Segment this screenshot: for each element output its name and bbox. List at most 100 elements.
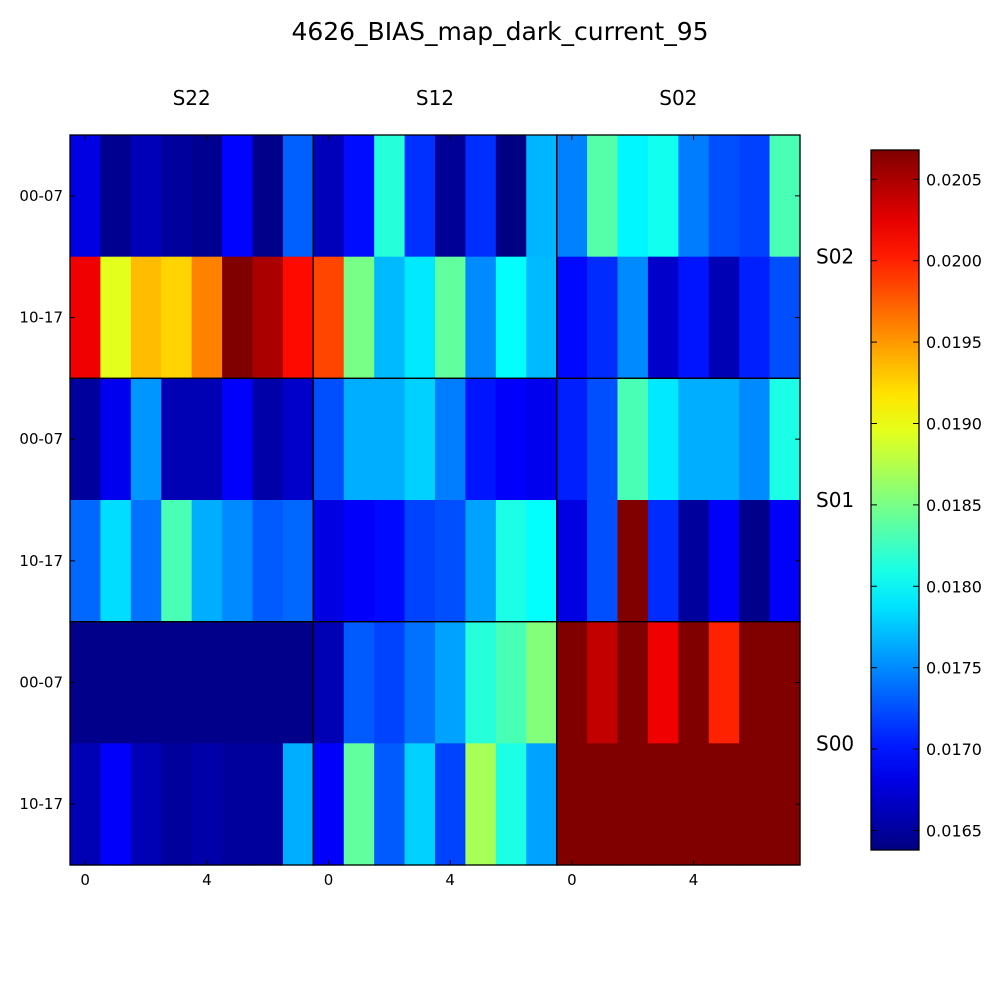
heatmap-cell — [374, 135, 406, 258]
heatmap-cell — [404, 743, 436, 866]
heatmap-cell — [435, 500, 467, 623]
heatmap-cell — [313, 378, 345, 501]
heatmap-cell — [435, 378, 467, 501]
heatmap-cell — [587, 135, 619, 258]
heatmap-cell — [617, 135, 649, 258]
panel-labels: S22 S12 S02 S02 S01 S00 — [173, 86, 855, 755]
heatmap-cell — [252, 256, 284, 379]
heatmap-cell — [130, 621, 162, 744]
heatmap-cell — [130, 135, 162, 258]
heatmap-cell — [252, 135, 284, 258]
heatmap-cell — [587, 621, 619, 744]
heatmap-cell — [70, 500, 102, 623]
heatmap-cell — [374, 256, 406, 379]
heatmap-cell — [70, 256, 102, 379]
heatmap-cell — [465, 378, 497, 501]
heatmap-cell — [252, 500, 284, 623]
heatmap-cell — [191, 500, 223, 623]
heatmap-cell — [678, 256, 710, 379]
heatmap-cell — [526, 500, 558, 623]
heatmap-cell — [70, 135, 102, 258]
heatmap-cell — [587, 500, 619, 623]
heatmap-cell — [678, 500, 710, 623]
heatmap-cell — [739, 378, 771, 501]
heatmap-cell — [343, 378, 375, 501]
heatmap-cell — [70, 621, 102, 744]
heatmap-cell — [282, 621, 314, 744]
heatmap-cell — [739, 621, 771, 744]
heatmap-cell — [587, 743, 619, 866]
heatmap-cell — [404, 135, 436, 258]
row-tick-label: 00-07 — [19, 674, 63, 692]
row-tick-label: 10-17 — [19, 309, 63, 327]
heatmap-cell — [343, 743, 375, 866]
heatmap-cell — [617, 256, 649, 379]
heatmap-cell — [678, 378, 710, 501]
heatmap-cell — [647, 500, 679, 623]
panel-frames — [69, 134, 801, 866]
heatmap-cell — [374, 500, 406, 623]
heatmap-cell — [282, 135, 314, 258]
row-panel-label: S01 — [816, 488, 854, 512]
heatmap-cell — [343, 621, 375, 744]
colorbar-tick-label: 0.0165 — [926, 821, 982, 840]
heatmap-cell — [282, 500, 314, 623]
heatmap-cell — [100, 500, 132, 623]
heatmap-cell — [647, 743, 679, 866]
heatmap-cell — [70, 743, 102, 866]
colorbar-tick-label: 0.0175 — [926, 659, 982, 678]
heatmap-cell — [374, 378, 406, 501]
heatmap-cell — [617, 621, 649, 744]
column-panel-label: S22 — [173, 86, 211, 110]
heatmap-cell — [526, 621, 558, 744]
heatmap-cell — [587, 378, 619, 501]
heatmap-cell — [708, 621, 740, 744]
column-panel-label: S12 — [416, 86, 454, 110]
heatmap-cell — [495, 621, 527, 744]
panel-frame — [556, 621, 801, 866]
heatmap-cell — [313, 500, 345, 623]
heatmap-cell — [222, 256, 254, 379]
colorbar-gradient — [870, 149, 920, 851]
heatmap-cell — [435, 256, 467, 379]
heatmap-cell — [435, 621, 467, 744]
heatmap-cell — [647, 256, 679, 379]
heatmap-cell — [222, 135, 254, 258]
heatmap-cell — [282, 378, 314, 501]
heatmap-cell — [465, 743, 497, 866]
heatmap-cell — [739, 500, 771, 623]
heatmap-cell — [739, 743, 771, 866]
column-tick-label: 4 — [689, 871, 699, 889]
heatmap-cell — [678, 135, 710, 258]
heatmap-cell — [647, 135, 679, 258]
heatmap-cell — [374, 621, 406, 744]
heatmap-cell — [313, 743, 345, 866]
colorbar-tick-label: 0.0195 — [926, 333, 982, 352]
heatmap-cell — [191, 135, 223, 258]
heatmap-cell — [404, 500, 436, 623]
heatmap-cell — [495, 500, 527, 623]
column-tick-label: 0 — [567, 871, 577, 889]
heatmap-cell — [282, 743, 314, 866]
heatmap-cell — [222, 621, 254, 744]
heatmap-cell — [313, 135, 345, 258]
heatmap-cell — [526, 378, 558, 501]
heatmap-cell — [495, 378, 527, 501]
heatmap-cell — [191, 256, 223, 379]
heatmap-cell — [343, 500, 375, 623]
heatmap-cell — [130, 378, 162, 501]
heatmap-cell — [556, 378, 588, 501]
heatmap-cell — [343, 135, 375, 258]
heatmap-cell — [556, 500, 588, 623]
heatmap-cell — [70, 378, 102, 501]
heatmap-cell — [374, 743, 406, 866]
heatmap-cell — [647, 621, 679, 744]
heatmap-cell — [404, 621, 436, 744]
heatmap-cell — [465, 256, 497, 379]
heatmap-cell — [313, 256, 345, 379]
colorbar-tick-label: 0.0205 — [926, 170, 982, 189]
heatmap-cell — [191, 621, 223, 744]
heatmap-cell — [708, 743, 740, 866]
heatmap-cell — [161, 743, 193, 866]
heatmap-cell — [495, 743, 527, 866]
